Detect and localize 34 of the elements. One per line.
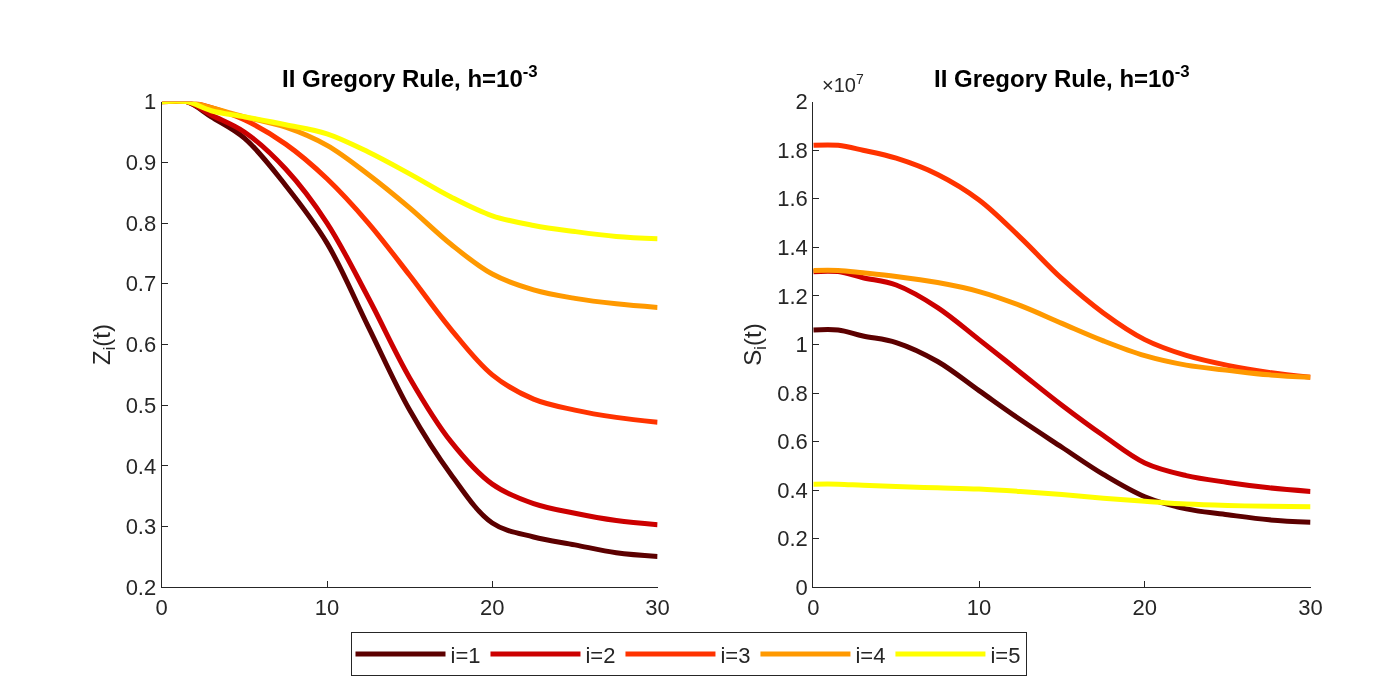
x-tick-label: 30 (1298, 594, 1323, 620)
y-tick-label: 1.6 (777, 186, 808, 212)
legend-label: i=1 (450, 642, 481, 668)
y-tick-label: 0.6 (777, 429, 808, 455)
y-tick-label: 0.2 (125, 575, 157, 601)
y-tick-label: 0.8 (125, 210, 157, 236)
y-tick-label: 1 (795, 332, 808, 358)
x-tick-label: 10 (314, 594, 340, 620)
x-tick-label: 20 (480, 594, 505, 620)
y-tick-label: 0.3 (125, 514, 157, 540)
legend-label: i=2 (585, 642, 616, 668)
legend-label: i=3 (720, 642, 751, 668)
x-tick-label: 30 (645, 594, 670, 620)
legend-label: i=5 (990, 642, 1021, 668)
legend-label: i=4 (855, 642, 886, 668)
x-tick-label: 20 (1132, 594, 1158, 620)
y-tick-label: 0.7 (125, 271, 157, 297)
y-tick-label: 0.5 (125, 392, 157, 418)
text: ×10$^{7}$ (822, 71, 864, 97)
chart-title: II Gregory Rule, h=10$^{-3}$ (282, 62, 538, 93)
y-tick-label: 0.4 (125, 453, 157, 479)
y-tick-label: 1.4 (777, 235, 808, 261)
y-tick-label: 0.8 (777, 380, 808, 406)
y-tick-label: 0.4 (777, 477, 808, 503)
y-tick-label: 0.6 (125, 332, 157, 358)
y-tick-label: 0 (795, 575, 808, 601)
y-tick-label: 1 (143, 89, 157, 115)
y-tick-label: 1.8 (777, 137, 808, 163)
y-tick-label: 1.2 (777, 283, 808, 309)
y-tick-label: 0.2 (777, 526, 808, 552)
y-tick-label: 0.9 (125, 150, 157, 176)
y-tick-label: 2 (795, 89, 808, 115)
chart-title: II Gregory Rule, h=10$^{-3}$ (934, 62, 1190, 93)
x-tick-label: 10 (966, 594, 992, 620)
